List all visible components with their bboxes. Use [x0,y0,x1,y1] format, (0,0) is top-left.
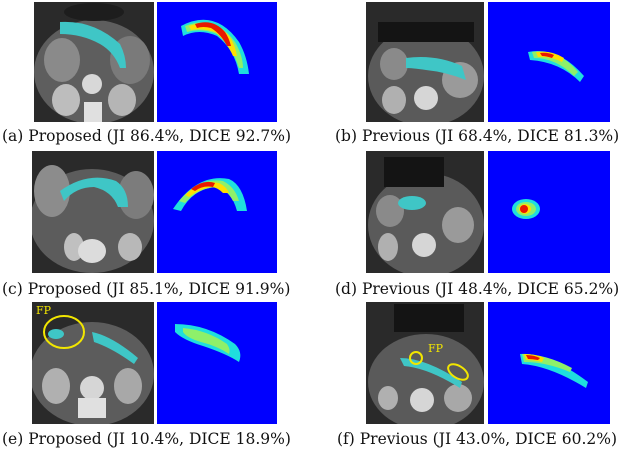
probability-heatmap [488,2,610,122]
caption: (c) Proposed (JI 85.1%, DICE 91.9%) [2,280,291,298]
probability-heatmap [157,302,277,424]
caption: (e) Proposed (JI 10.4%, DICE 18.9%) [2,430,291,448]
caption: (a) Proposed (JI 86.4%, DICE 92.7%) [2,127,292,145]
probability-heatmap [157,151,277,273]
false-positive-label: FP [428,342,444,355]
ct-scan-image [32,151,154,273]
caption: (d) Previous (JI 48.4%, DICE 65.2%) [335,280,620,298]
caption: (f) Previous (JI 43.0%, DICE 60.2%) [337,430,618,448]
ct-scan-image: FP [32,302,154,424]
false-positive-label: FP [36,304,52,317]
probability-heatmap [157,2,277,122]
ct-scan-image: FP [366,302,484,424]
ct-scan-image [366,151,484,273]
ct-scan-image [34,2,154,122]
probability-heatmap [488,302,610,424]
ct-scan-image [366,2,484,122]
caption: (b) Previous (JI 68.4%, DICE 81.3%) [335,127,620,145]
probability-heatmap [488,151,610,273]
